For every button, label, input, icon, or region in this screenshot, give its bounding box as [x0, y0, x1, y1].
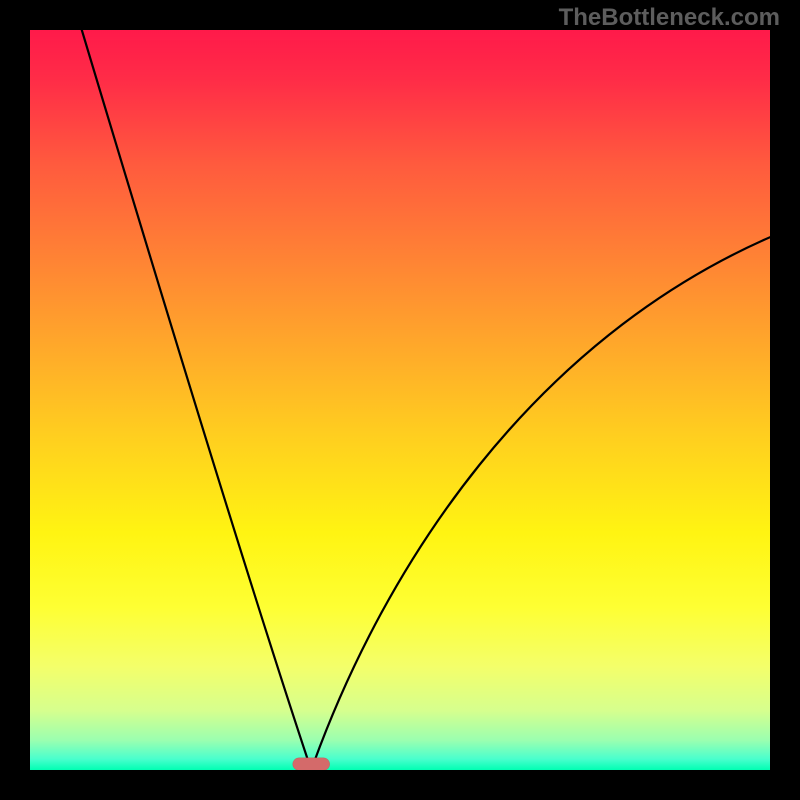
- watermark-text: TheBottleneck.com: [559, 4, 780, 32]
- bottleneck-chart: [30, 30, 770, 770]
- chart-background: [30, 30, 770, 770]
- optimal-marker: [293, 758, 330, 770]
